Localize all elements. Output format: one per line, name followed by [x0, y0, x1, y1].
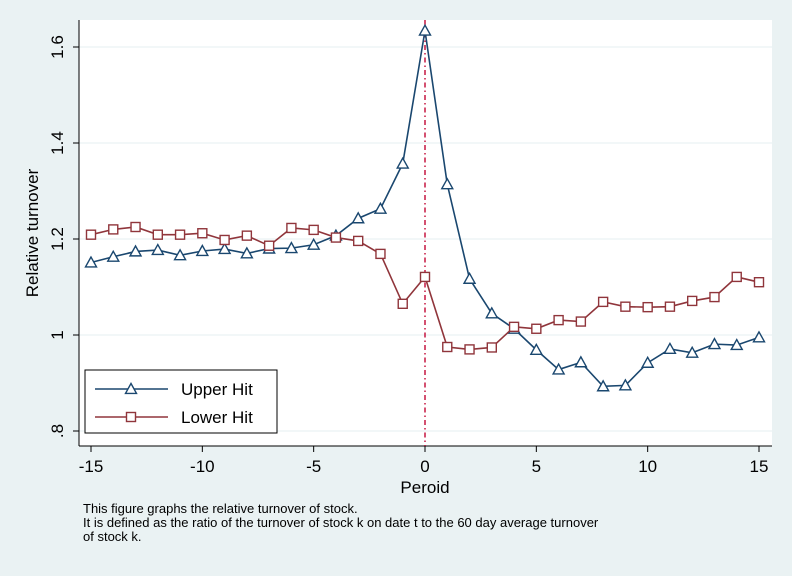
- data-point: [485, 306, 499, 319]
- data-point: [575, 316, 587, 327]
- figure-caption: This figure graphs the relative turnover…: [83, 502, 598, 544]
- data-point: [330, 232, 342, 243]
- data-point: [618, 378, 633, 391]
- y-tick-label: 1.6: [48, 35, 67, 59]
- x-tick-label: 0: [420, 457, 429, 476]
- data-point: [551, 362, 566, 375]
- data-point: [707, 337, 722, 350]
- data-point: [263, 240, 275, 251]
- data-point: [709, 291, 720, 303]
- data-point: [108, 224, 119, 235]
- data-point: [731, 271, 742, 283]
- data-point: [284, 241, 299, 254]
- y-tick-label: 1.2: [48, 227, 67, 251]
- data-point: [553, 314, 564, 326]
- y-tick-label: .8: [48, 424, 67, 438]
- data-point: [241, 230, 253, 241]
- data-point: [419, 271, 431, 283]
- series-upper-hit: [84, 23, 766, 392]
- data-point: [396, 156, 410, 169]
- data-point: [240, 246, 254, 259]
- series-layer: [84, 23, 766, 392]
- data-point: [462, 271, 477, 284]
- x-tick-label: 5: [532, 457, 541, 476]
- data-point: [353, 235, 364, 247]
- data-point: [642, 301, 653, 313]
- data-point: [529, 342, 544, 355]
- x-axis-label: Peroid: [400, 478, 449, 497]
- y-tick-label: 1: [48, 330, 67, 339]
- data-point: [663, 341, 677, 355]
- data-point: [597, 296, 609, 308]
- y-axis-label: Relative turnover: [23, 168, 42, 297]
- legend-label: Lower Hit: [181, 408, 253, 427]
- data-point: [486, 342, 497, 353]
- data-point: [219, 234, 230, 246]
- axes: -15 -10 -5 0 5 10 15 .8 1 1.2 1.4 1.6: [48, 20, 772, 476]
- data-point: [508, 321, 520, 333]
- data-point: [640, 355, 655, 368]
- data-point: [351, 211, 365, 224]
- data-point: [664, 301, 676, 312]
- data-point: [152, 229, 164, 240]
- data-point: [286, 222, 297, 234]
- data-point: [197, 228, 208, 239]
- data-point: [730, 338, 744, 351]
- caption-line-1: This figure graphs the relative turnover…: [83, 501, 358, 516]
- x-tick-label: 15: [750, 457, 769, 476]
- data-point: [397, 298, 408, 309]
- x-tick-label: -10: [190, 457, 215, 476]
- series-lower-hit: [85, 221, 765, 355]
- legend-marker: [124, 382, 138, 395]
- legend-label: Upper Hit: [181, 380, 253, 399]
- data-point: [151, 243, 165, 256]
- legend-box: [84, 369, 278, 434]
- data-point: [442, 341, 453, 353]
- caption-line-3: of stock k.: [83, 529, 142, 544]
- data-point: [620, 301, 631, 312]
- legend-marker: [125, 411, 137, 423]
- data-point: [375, 248, 386, 260]
- caption-line-2: It is defined as the ratio of the turnov…: [83, 515, 599, 530]
- data-point: [753, 277, 765, 288]
- data-point: [306, 237, 321, 250]
- data-point: [217, 242, 232, 255]
- data-point: [308, 224, 319, 236]
- data-point: [596, 379, 610, 392]
- data-point: [195, 244, 210, 257]
- data-point: [440, 177, 454, 190]
- data-point: [752, 330, 766, 343]
- y-tick-label: 1.4: [48, 131, 67, 155]
- data-point: [85, 229, 97, 240]
- data-point: [173, 248, 187, 261]
- data-point: [685, 345, 699, 358]
- x-tick-label: 10: [638, 457, 657, 476]
- data-point: [106, 249, 120, 262]
- data-point: [418, 23, 432, 36]
- x-tick-label: -15: [79, 457, 104, 476]
- data-point: [574, 355, 588, 368]
- data-point: [373, 201, 388, 214]
- data-point: [531, 323, 542, 334]
- x-tick-label: -5: [306, 457, 321, 476]
- data-point: [130, 221, 141, 233]
- data-point: [464, 344, 475, 355]
- legend: Upper Hit Lower Hit: [84, 369, 278, 434]
- data-point: [687, 295, 698, 307]
- data-point: [84, 255, 98, 268]
- data-point: [174, 229, 186, 240]
- data-point: [128, 244, 143, 257]
